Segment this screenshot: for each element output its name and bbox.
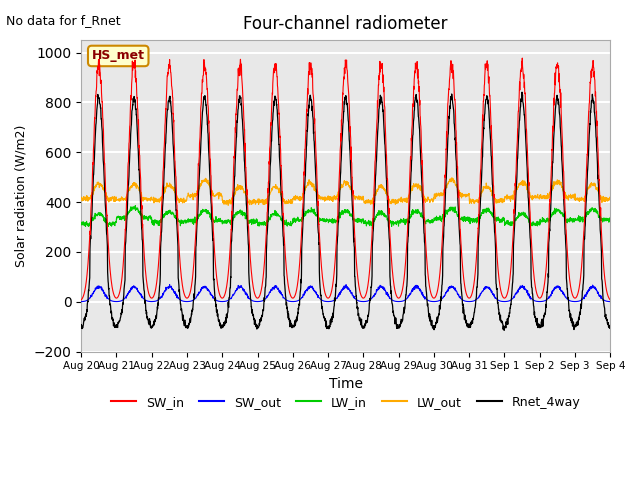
- Text: No data for f_Rnet: No data for f_Rnet: [6, 14, 121, 27]
- Legend: SW_in, SW_out, LW_in, LW_out, Rnet_4way: SW_in, SW_out, LW_in, LW_out, Rnet_4way: [106, 391, 586, 414]
- Text: HS_met: HS_met: [92, 49, 145, 62]
- Title: Four-channel radiometer: Four-channel radiometer: [243, 15, 448, 33]
- X-axis label: Time: Time: [329, 377, 363, 391]
- Y-axis label: Solar radiation (W/m2): Solar radiation (W/m2): [15, 125, 28, 267]
